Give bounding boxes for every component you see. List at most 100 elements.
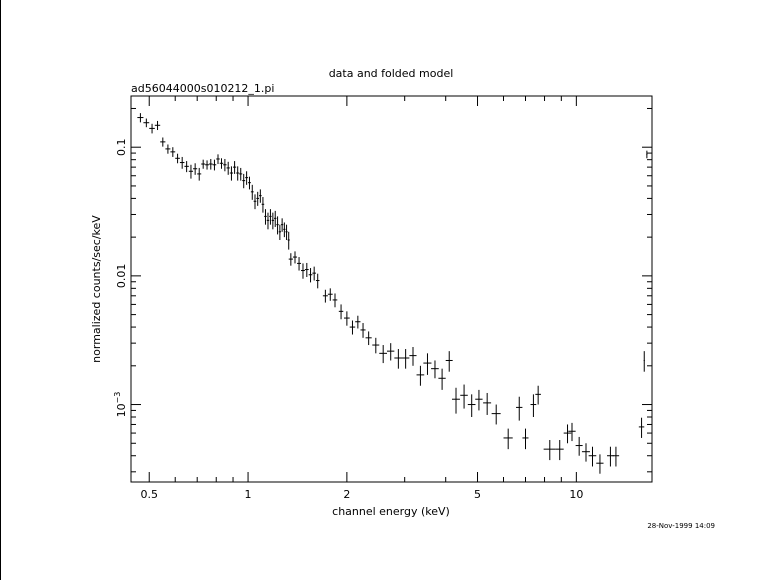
data-point: [467, 394, 476, 418]
data-point: [271, 212, 275, 230]
y-axis-label: normalized counts/sec/keV: [90, 215, 103, 363]
data-point: [575, 436, 583, 456]
data-point: [248, 176, 251, 190]
data-point: [607, 446, 614, 467]
data-point: [638, 417, 645, 438]
data-point: [409, 347, 417, 366]
data-point: [149, 123, 155, 134]
chart-subtitle: ad56044000s010212_1.pi: [131, 82, 274, 95]
data-point: [423, 353, 432, 375]
data-point: [259, 189, 262, 203]
chart-title: data and folded model: [329, 67, 454, 80]
data-point: [301, 263, 305, 279]
data-point: [438, 368, 446, 390]
data-point: [216, 154, 220, 165]
data-point: [179, 156, 185, 169]
data-point: [315, 273, 320, 289]
x-axis-label: channel energy (keV): [332, 505, 450, 518]
data-point: [327, 288, 333, 301]
data-point: [643, 351, 645, 372]
data-point: [143, 118, 150, 128]
x-tick-label: 0.5: [140, 488, 158, 501]
data-point: [332, 293, 338, 308]
data-point: [223, 158, 227, 172]
data-point: [581, 443, 590, 462]
data-point: [365, 331, 372, 346]
plot-frame: [130, 95, 653, 483]
data-point: [283, 222, 286, 238]
data-point: [568, 422, 576, 442]
data-point: [312, 266, 316, 281]
data-point: [483, 392, 492, 415]
data-point: [170, 147, 176, 157]
data-point: [165, 144, 171, 154]
data-point: [355, 315, 361, 329]
data-point: [212, 159, 217, 171]
data-point: [250, 184, 254, 200]
data-point: [322, 289, 328, 303]
data-point: [256, 191, 260, 206]
data-point: [522, 428, 529, 450]
data-point: [184, 161, 189, 173]
data-point: [253, 194, 257, 210]
data-point: [563, 424, 572, 444]
data-point: [188, 164, 194, 179]
data-point: [338, 304, 344, 320]
y-axis-ticks: 0.1 0.01 10−3: [113, 107, 652, 473]
x-tick-label: 5: [474, 488, 481, 501]
data-point: [445, 351, 453, 372]
data-point: [160, 137, 166, 147]
data-point: [451, 387, 460, 414]
data-point: [297, 257, 302, 271]
data-points: [137, 113, 648, 474]
y-tick-label: 0.01: [115, 264, 128, 289]
data-point: [285, 224, 288, 241]
data-point: [394, 349, 403, 369]
data-point: [588, 446, 597, 467]
data-point: [431, 360, 439, 379]
data-point: [308, 268, 313, 283]
y-tick-label: 10−3: [113, 392, 128, 418]
data-point: [543, 440, 556, 461]
data-point: [175, 153, 180, 164]
data-point: [343, 311, 350, 326]
data-point: [292, 251, 298, 264]
left-border-line: [0, 0, 1, 580]
data-point: [264, 209, 267, 225]
data-point: [596, 454, 604, 474]
data-point: [530, 394, 537, 418]
data-point: [612, 446, 620, 467]
data-point: [269, 209, 272, 225]
timestamp-label: 28-Nov-1999 14:09: [647, 522, 715, 530]
y-tick-label: 0.1: [115, 138, 128, 156]
data-point: [401, 349, 410, 369]
data-point: [281, 218, 284, 232]
data-point: [261, 197, 265, 213]
data-point: [379, 345, 388, 364]
data-point: [226, 161, 230, 175]
data-point: [516, 396, 523, 421]
data-point: [229, 166, 234, 181]
data-point: [242, 173, 246, 189]
data-point: [201, 159, 206, 169]
data-point: [154, 120, 161, 131]
data-point: [555, 440, 564, 461]
x-tick-label: 2: [343, 488, 350, 501]
data-point: [646, 150, 648, 159]
data-point: [304, 262, 309, 277]
x-tick-label: 1: [245, 488, 252, 501]
data-point: [233, 161, 237, 174]
x-axis-ticks: 0.5 1 2 5 10: [140, 96, 583, 501]
data-point: [276, 216, 279, 235]
data-point: [137, 113, 144, 123]
data-point: [491, 404, 501, 425]
data-point: [219, 158, 224, 169]
data-point: [208, 158, 213, 170]
data-point: [349, 320, 356, 335]
data-point: [245, 171, 249, 185]
data-point: [239, 167, 243, 181]
data-point: [460, 384, 468, 409]
data-point: [266, 212, 270, 230]
data-point: [287, 231, 290, 250]
